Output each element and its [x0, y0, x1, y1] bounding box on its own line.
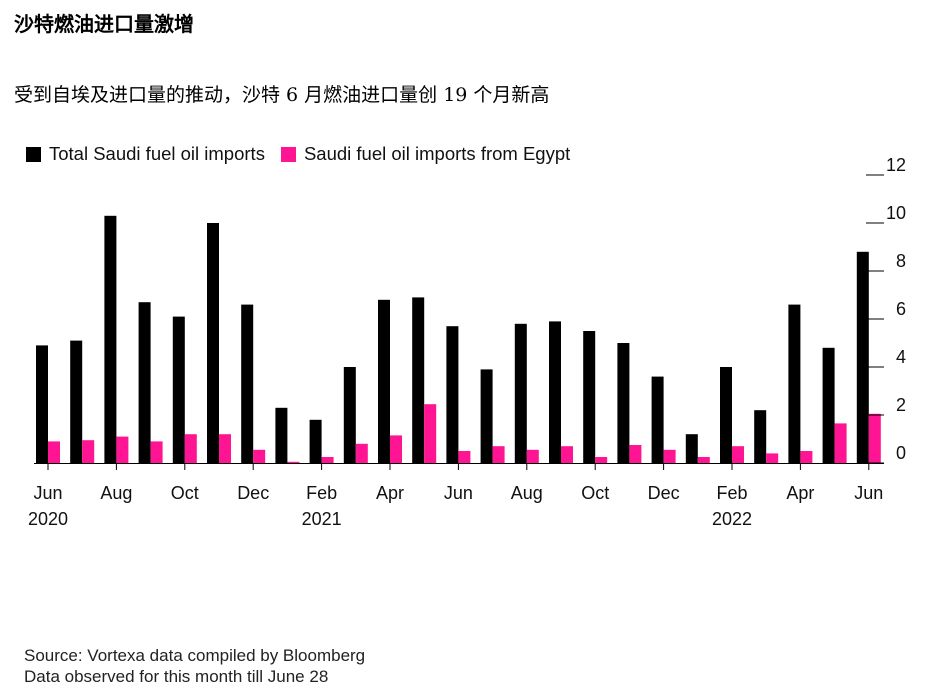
bar-total — [446, 326, 459, 463]
y-tick-label: 2 — [896, 395, 906, 415]
page-title: 沙特燃油进口量激增 — [14, 12, 194, 36]
data-note-line: Data observed for this month till June 2… — [24, 667, 329, 686]
y-tick-label: 8 — [896, 251, 906, 271]
legend-item-egypt: Saudi fuel oil imports from Egypt — [280, 143, 571, 165]
bar-total — [788, 304, 801, 463]
x-tick-label: Jun — [854, 483, 883, 503]
legend-swatch-total — [26, 146, 41, 162]
bar-total — [583, 331, 596, 463]
bar-egypt — [116, 436, 129, 463]
bar-egypt — [424, 404, 437, 463]
bar-total — [70, 340, 83, 463]
bar-egypt — [253, 449, 266, 463]
legend-label-egypt: Saudi fuel oil imports from Egypt — [303, 143, 571, 164]
x-year-label: 2022 — [712, 509, 752, 529]
y-tick-label: 10 — [886, 203, 906, 223]
bar-total — [549, 321, 561, 463]
x-tick-label: Oct — [171, 483, 199, 503]
bar-total — [617, 343, 630, 463]
page-subtitle: 受到自埃及进口量的推动，沙特 6 月燃油进口量创 19 个月新高 — [14, 84, 550, 106]
bar-egypt — [595, 457, 608, 463]
bar-total — [241, 304, 254, 463]
bar-total — [754, 410, 767, 463]
y-tick-label: 6 — [896, 299, 906, 319]
y-tick-label: 4 — [896, 347, 906, 367]
legend-label-total: Total Saudi fuel oil imports — [49, 143, 265, 164]
bar-total — [104, 215, 117, 463]
x-tick-label: Feb — [716, 483, 747, 503]
bar-egypt — [287, 461, 300, 463]
chart-legend: Total Saudi fuel oil imports Saudi fuel … — [26, 143, 586, 165]
bar-egypt — [150, 441, 163, 463]
x-tick-label: Apr — [786, 483, 814, 503]
bar-egypt — [492, 446, 505, 463]
y-tick-label: 12 — [886, 155, 906, 175]
bar-egypt — [355, 443, 368, 463]
x-tick-label: Oct — [581, 483, 609, 503]
legend-item-total: Total Saudi fuel oil imports — [26, 143, 265, 165]
x-year-label: 2020 — [28, 509, 68, 529]
bar-total — [309, 419, 322, 463]
bar-total — [138, 302, 151, 463]
bar-egypt — [629, 445, 642, 463]
bar-egypt — [458, 451, 471, 463]
bar-egypt — [321, 457, 334, 463]
legend-swatch-egypt — [280, 146, 296, 162]
bar-egypt — [800, 451, 813, 463]
x-tick-label: Jun — [33, 483, 62, 503]
bar-egypt — [526, 449, 539, 463]
x-tick-label: Aug — [100, 483, 132, 503]
bar-total — [275, 407, 288, 463]
bar-egypt — [766, 453, 779, 463]
bar-total — [207, 223, 219, 463]
bar-total — [343, 367, 356, 463]
bar-egypt — [561, 446, 573, 463]
bar-total — [172, 316, 185, 463]
bar-egypt — [219, 434, 231, 463]
bar-egypt — [868, 413, 881, 463]
x-tick-label: Apr — [376, 483, 404, 503]
bar-total — [412, 297, 425, 463]
bar-egypt — [184, 434, 197, 463]
source-note: Source: Vortexa data compiled by Bloombe… — [24, 645, 365, 687]
y-tick-label: 0 — [896, 443, 906, 463]
x-tick-label: Aug — [511, 483, 543, 503]
bar-egypt — [697, 457, 710, 463]
bar-total — [856, 251, 869, 463]
bar-total — [720, 367, 732, 463]
x-year-label: 2021 — [302, 509, 342, 529]
bar-total — [822, 347, 835, 463]
x-tick-label: Dec — [648, 483, 680, 503]
source-line: Source: Vortexa data compiled by Bloombe… — [24, 646, 366, 665]
x-tick-label: Dec — [237, 483, 269, 503]
bar-egypt — [663, 449, 676, 463]
bar-egypt — [48, 441, 60, 463]
bar-egypt — [834, 423, 847, 463]
bar-total — [514, 323, 527, 463]
bar-egypt — [732, 446, 744, 463]
bar-total — [651, 376, 664, 463]
x-tick-label: Feb — [306, 483, 337, 503]
bar-total — [36, 345, 48, 463]
bar-total — [480, 369, 493, 463]
x-tick-label: Jun — [444, 483, 473, 503]
bar-egypt — [390, 435, 402, 463]
bar-total — [378, 299, 390, 463]
bar-egypt — [82, 440, 95, 463]
bar-total — [685, 434, 698, 463]
